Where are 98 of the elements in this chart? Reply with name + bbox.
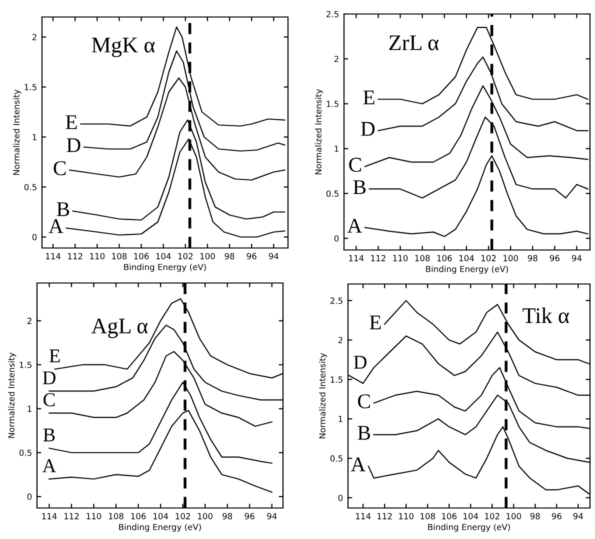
x-tick-label: 98: [528, 255, 538, 262]
text: ZrL α: [389, 35, 439, 50]
series-label: A: [42, 459, 56, 472]
x-tick-label: 112: [68, 253, 82, 260]
series-label: D: [354, 356, 367, 369]
series-label: B: [358, 426, 370, 440]
x-tick-label: 94: [572, 255, 582, 262]
y-tick-label: 1: [334, 146, 338, 152]
x-tick-label: 106: [134, 253, 149, 260]
y-tick-label: 1.5: [326, 100, 338, 108]
x-tick-label: 94: [268, 253, 278, 260]
x-tick-label: 100: [506, 513, 522, 520]
x-tick-label: 96: [550, 255, 560, 262]
series-label: E: [49, 349, 60, 362]
x-axis-title: Binding Energy (eV): [428, 524, 510, 532]
x-tick-label: 94: [573, 513, 584, 520]
x-tick-label: 106: [131, 513, 146, 520]
series-label: B: [43, 428, 55, 442]
x-tick-label: 114: [356, 513, 371, 520]
y-tick-label: 0: [32, 234, 37, 240]
y-axis-title: Normalized Intensity: [315, 89, 324, 174]
y-tick-label: 0.5: [326, 190, 338, 197]
x-tick-label: 106: [437, 255, 452, 262]
y-tick-label: 2.5: [326, 10, 338, 18]
x-tick-label: 108: [108, 513, 124, 520]
x-axis-title: Binding Energy (eV): [119, 524, 201, 532]
x-tick-label: 104: [156, 253, 171, 260]
text: Tik α: [522, 308, 570, 324]
x-tick-label: 100: [198, 513, 212, 520]
y-tick-label: 0.5: [24, 184, 36, 190]
x-tick-label: 110: [399, 513, 414, 520]
x-tick-label: 100: [200, 253, 215, 260]
series-label: E: [363, 90, 374, 104]
x-tick-label: 94: [267, 513, 277, 520]
series-label: D: [66, 138, 80, 152]
y-axis-title: Normalized Intensity: [319, 353, 328, 438]
x-tick-label: 104: [464, 513, 478, 520]
x-tick-label: 110: [393, 255, 408, 262]
x-axis-title: Binding Energy (eV): [124, 264, 206, 272]
series-label: E: [370, 316, 381, 330]
y-tick-label: 0.5: [19, 450, 32, 456]
x-tick-label: 112: [371, 255, 386, 262]
x-tick-label: 96: [552, 513, 562, 520]
series-label: D: [42, 371, 56, 384]
y-tick-label: 0: [27, 494, 32, 500]
series-label: E: [66, 115, 77, 130]
x-tick-label: 108: [420, 513, 435, 520]
y-tick-label: 2: [338, 336, 342, 344]
y-axis-title: Normalized Intensity: [8, 352, 16, 438]
y-tick-label: 2: [27, 318, 32, 324]
x-tick-label: 98: [530, 513, 540, 520]
y-tick-label: 1: [338, 416, 342, 422]
series-label: B: [56, 202, 70, 216]
x-tick-label: 100: [504, 255, 518, 262]
text: AgL α: [91, 318, 148, 338]
y-tick-label: 0: [334, 235, 339, 242]
series-label: C: [44, 393, 55, 406]
x-tick-label: 114: [349, 255, 364, 262]
y-tick-label: 1.5: [330, 376, 342, 383]
x-tick-label: 102: [485, 513, 500, 520]
y-tick-label: 2.5: [330, 298, 342, 304]
x-tick-label: 108: [415, 255, 430, 262]
x-tick-label: 102: [481, 255, 496, 262]
x-tick-label: 114: [46, 253, 61, 260]
x-axis-title: Binding Energy (eV): [426, 266, 508, 274]
x-tick-label: 104: [459, 255, 474, 262]
text: MgK α: [92, 38, 155, 58]
x-tick-label: 110: [86, 513, 102, 520]
series-label: D: [360, 122, 375, 136]
y-axis-title: Normalized Intensity: [13, 90, 22, 175]
y-tick-label: 1.5: [24, 84, 36, 90]
x-tick-label: 114: [42, 513, 57, 520]
y-tick-label: 2: [32, 34, 36, 40]
x-tick-label: 112: [378, 513, 392, 520]
x-tick-label: 96: [246, 253, 256, 260]
y-tick-label: 1: [28, 406, 32, 412]
x-tick-label: 104: [154, 513, 168, 520]
series-label: C: [349, 158, 362, 172]
x-tick-label: 96: [244, 513, 254, 520]
x-tick-label: 98: [222, 513, 232, 520]
x-tick-label: 108: [112, 253, 127, 260]
x-tick-label: 106: [442, 513, 457, 520]
x-tick-label: 110: [90, 253, 105, 260]
x-tick-label: 112: [64, 513, 79, 520]
y-tick-label: 0.5: [330, 455, 342, 462]
y-tick-label: 2: [334, 56, 338, 62]
y-tick-label: 0: [338, 494, 343, 502]
series-label: A: [347, 218, 362, 233]
series-label: A: [350, 457, 366, 472]
x-tick-label: 98: [224, 253, 234, 260]
x-tick-label: 102: [176, 513, 190, 520]
series-label: C: [358, 394, 370, 408]
series-label: C: [54, 161, 66, 176]
series-label: B: [353, 180, 366, 194]
y-tick-label: 1.5: [20, 362, 32, 368]
x-tick-label: 102: [178, 253, 193, 260]
y-tick-label: 1: [32, 134, 36, 140]
series-label: A: [48, 219, 64, 234]
